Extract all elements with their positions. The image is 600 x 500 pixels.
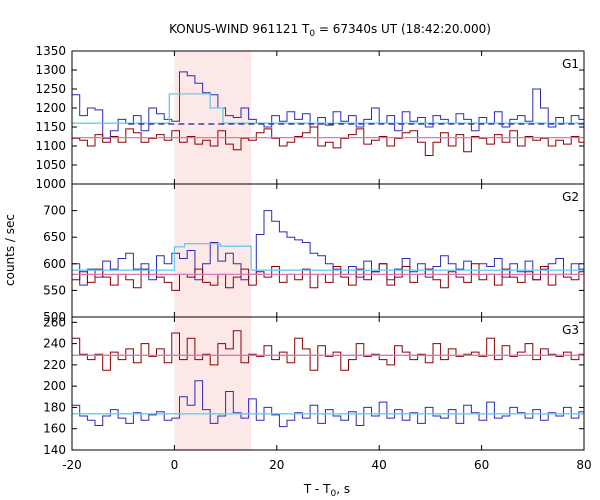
chart-title: KONUS-WIND 961121 T0 = 67340s UT (18:42:… bbox=[169, 22, 491, 39]
y-tick-label: 1100 bbox=[35, 139, 66, 153]
y-tick-label: 200 bbox=[43, 379, 66, 393]
series-blue-histogram bbox=[72, 71, 584, 139]
y-tick-label: 160 bbox=[43, 422, 66, 436]
x-tick-label: 0 bbox=[171, 458, 179, 472]
x-tick-label: 20 bbox=[269, 458, 284, 472]
panel-g2: 500 550 600 650 700 G2 bbox=[43, 183, 585, 324]
model-model_cyan-line bbox=[72, 93, 584, 124]
panel-frame bbox=[71, 183, 585, 318]
x-tick-label: 40 bbox=[372, 458, 387, 472]
panel-data bbox=[72, 210, 584, 291]
y-tick-label: 1300 bbox=[35, 63, 66, 77]
y-tick-label: 180 bbox=[43, 400, 66, 414]
series-red-histogram bbox=[72, 263, 584, 291]
panel-g1: 1000 1050 1100 1150 1200 1250 1300 1350 G1 bbox=[35, 44, 585, 191]
x-tick-label: 80 bbox=[576, 458, 591, 472]
y-tick-label: 700 bbox=[43, 204, 66, 218]
x-tick-label: 60 bbox=[474, 458, 489, 472]
burst-interval-band bbox=[174, 184, 252, 317]
x-axis-title: T - T0, s bbox=[303, 482, 350, 499]
y-tick-label: 550 bbox=[43, 283, 66, 297]
y-tick-label: 1150 bbox=[35, 120, 66, 134]
y-tick-label: 1250 bbox=[35, 82, 66, 96]
series-red-histogram bbox=[72, 126, 584, 156]
panel-label: G1 bbox=[562, 57, 579, 71]
x-tick-label: -20 bbox=[62, 458, 82, 472]
y-tick-label: 600 bbox=[43, 257, 66, 271]
y-tick-label: 1000 bbox=[35, 177, 66, 191]
panel-frame bbox=[71, 316, 585, 451]
panel-label: G3 bbox=[562, 323, 579, 337]
panels-layer: 1000 1050 1100 1150 1200 1250 1300 1350 G1 500 550… bbox=[35, 44, 591, 472]
series-red-histogram bbox=[72, 330, 584, 371]
y-tick-label: 220 bbox=[43, 358, 66, 372]
series-blue-histogram bbox=[72, 210, 584, 286]
y-tick-label: 240 bbox=[43, 337, 66, 351]
series-blue-histogram bbox=[72, 380, 584, 428]
model-model_cyan-line bbox=[72, 242, 584, 271]
y-axis-title: counts / sec bbox=[3, 214, 17, 286]
burst-interval-band bbox=[174, 317, 252, 450]
y-tick-label: 1350 bbox=[35, 44, 66, 58]
y-tick-label: 1200 bbox=[35, 101, 66, 115]
panel-label: G2 bbox=[562, 190, 579, 204]
y-tick-label: 650 bbox=[43, 230, 66, 244]
panel-data bbox=[72, 71, 584, 156]
x-tick-labels: -20 0 20 40 60 80 bbox=[62, 458, 591, 472]
panel-g3: 140 160 180 200 220 240 260 G3 bbox=[43, 315, 585, 457]
y-tick-label: 260 bbox=[43, 315, 66, 329]
y-tick-label: 140 bbox=[43, 443, 66, 457]
y-tick-label: 500 bbox=[43, 310, 66, 324]
y-tick-label: 1050 bbox=[35, 158, 66, 172]
panel-data bbox=[72, 330, 584, 428]
